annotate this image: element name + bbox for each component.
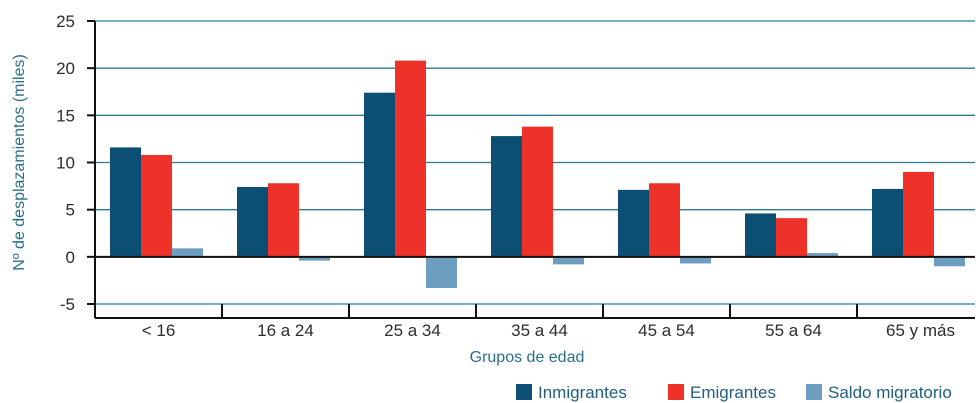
bar	[745, 213, 776, 257]
bar	[680, 256, 711, 264]
axes	[87, 20, 975, 319]
bar	[903, 171, 934, 257]
x-tick-label: < 16	[142, 321, 176, 340]
x-tick-label: 65 y más	[886, 321, 955, 340]
bar	[618, 189, 649, 257]
bar	[649, 183, 680, 257]
x-axis-title: Grupos de edad	[470, 349, 585, 366]
legend: Inmigrantes Emigrantes Saldo migratorio	[516, 383, 952, 402]
bar	[807, 253, 838, 257]
legend-swatch	[668, 384, 684, 400]
y-tick-label: 25	[56, 12, 75, 31]
bar	[491, 136, 522, 257]
x-tick-label: 16 a 24	[257, 321, 314, 340]
legend-swatch	[516, 384, 532, 400]
bar	[141, 154, 172, 257]
bar	[364, 92, 395, 257]
bar	[268, 183, 299, 257]
y-tick-label: 20	[56, 59, 75, 78]
y-tick-labels: -5 0 5 10 15 20 25	[56, 12, 75, 314]
x-tick-labels: < 16 16 a 24 25 a 34 35 a 44 45 a 54 55 a 64 6…	[142, 321, 955, 340]
bar	[395, 60, 426, 257]
bar	[872, 188, 903, 257]
legend-label: Inmigrantes	[538, 383, 627, 402]
bar	[776, 218, 807, 257]
legend-label: Saldo migratorio	[828, 383, 952, 402]
bar	[299, 256, 330, 261]
bar	[934, 256, 965, 267]
bars	[110, 60, 965, 288]
bar	[553, 256, 584, 265]
y-tick-label: 15	[56, 106, 75, 125]
y-tick-label: 10	[56, 154, 75, 173]
bar	[426, 256, 457, 288]
y-tick-label: -5	[60, 295, 75, 314]
bar	[110, 147, 141, 257]
x-tick-label: 35 a 44	[511, 321, 568, 340]
x-tick-label: 55 a 64	[765, 321, 822, 340]
bar	[237, 187, 268, 257]
legend-label: Emigrantes	[690, 383, 776, 402]
bar	[172, 248, 203, 257]
legend-swatch	[806, 384, 822, 400]
y-tick-label: 5	[66, 201, 75, 220]
bar	[522, 126, 553, 257]
y-tick-label: 0	[66, 248, 75, 267]
x-tick-label: 25 a 34	[384, 321, 441, 340]
y-axis-title: Nº de desplazamientos (miles)	[11, 54, 28, 271]
x-tick-label: 45 a 54	[638, 321, 695, 340]
